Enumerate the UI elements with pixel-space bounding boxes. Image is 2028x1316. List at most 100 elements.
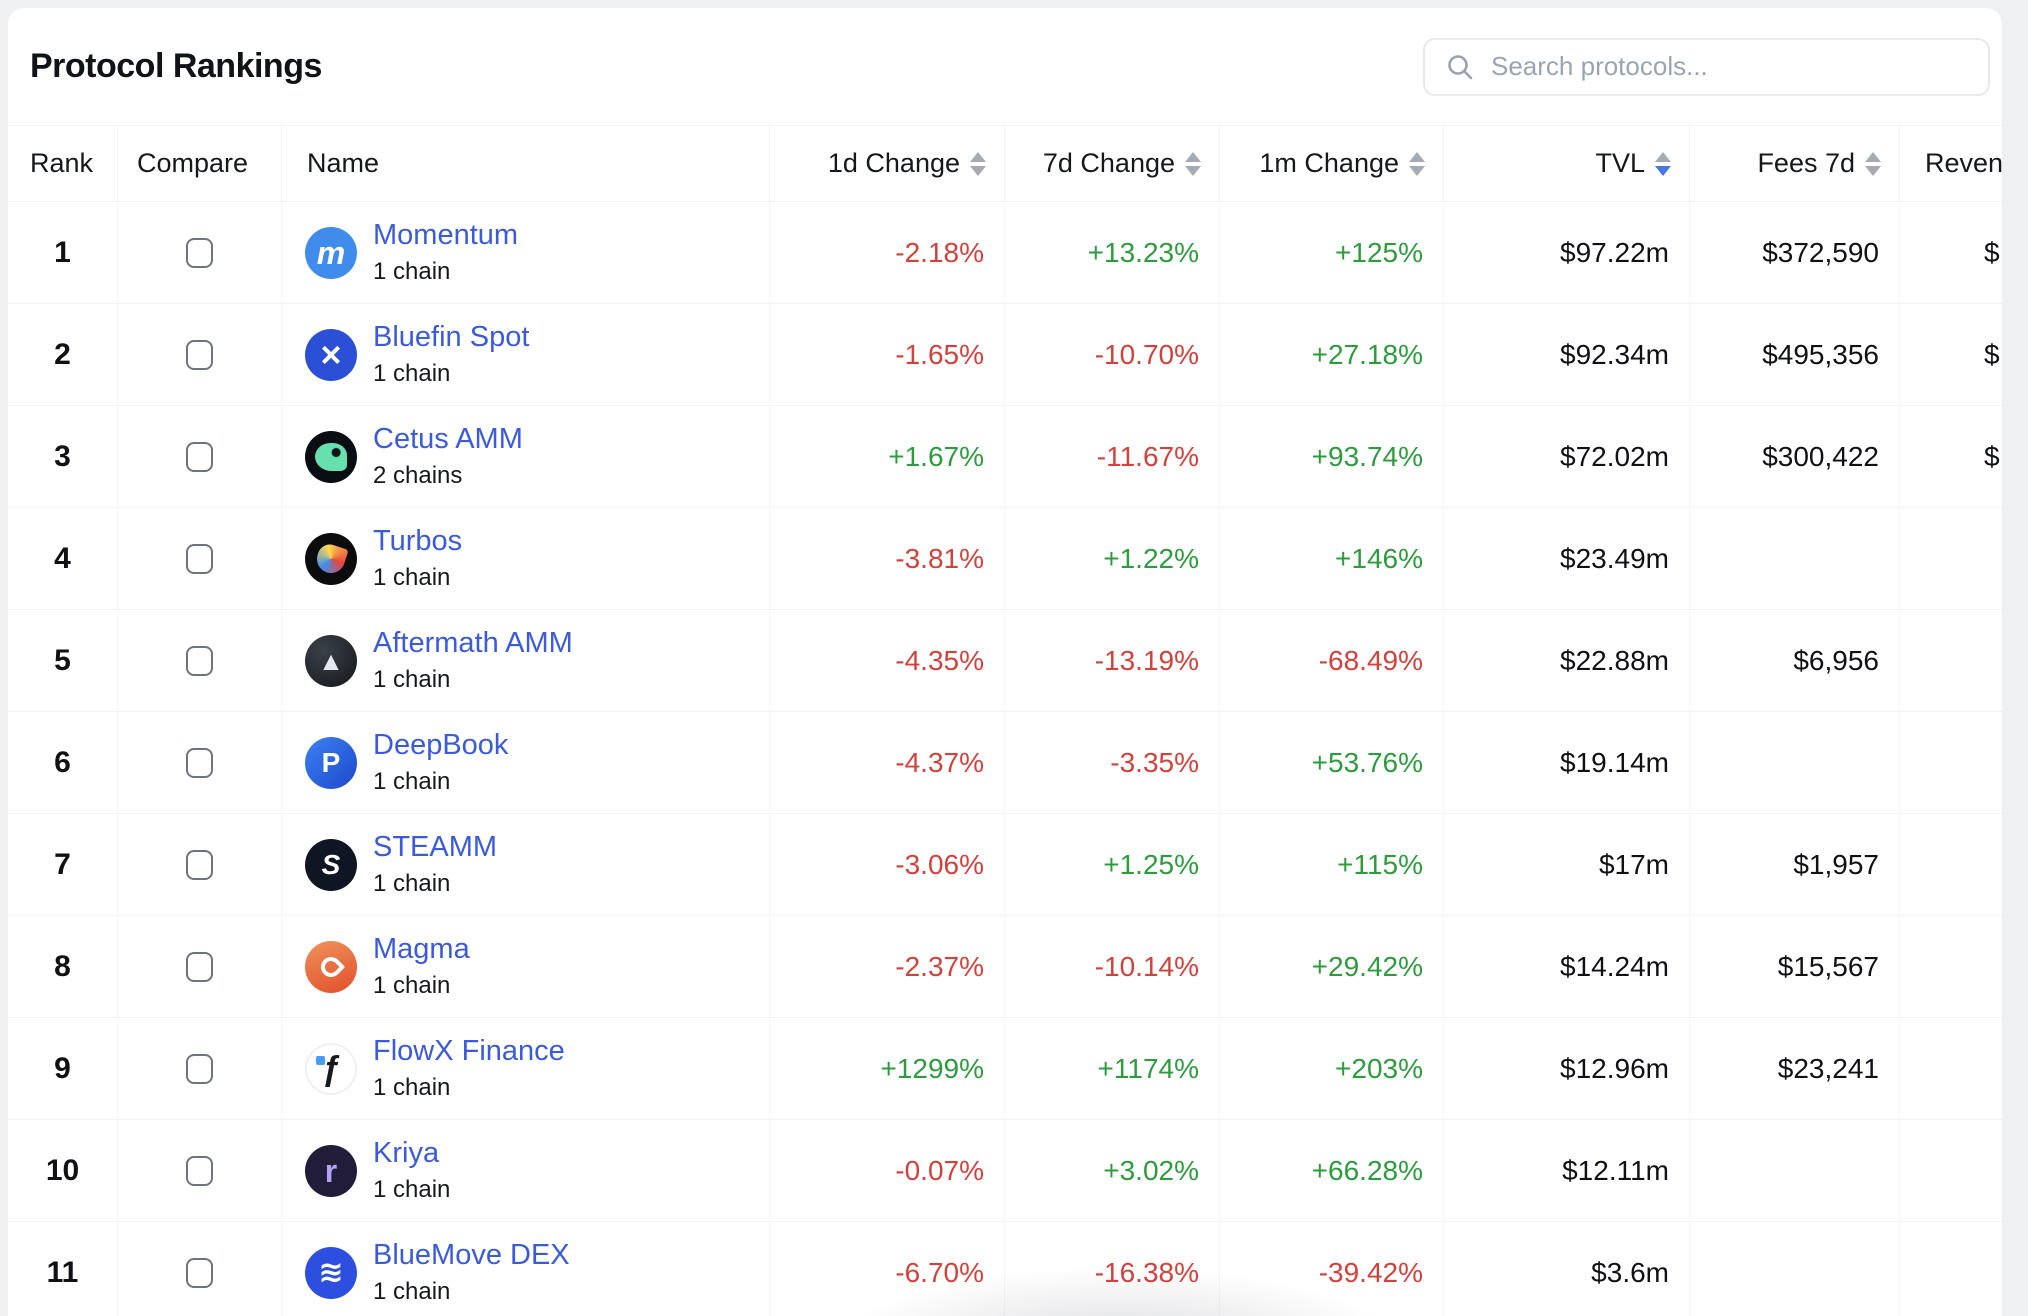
rank-cell: 1 xyxy=(8,202,118,303)
change-1m-cell: +66.28% xyxy=(1220,1120,1444,1221)
column-header-change_1d[interactable]: 1d Change xyxy=(770,126,1005,201)
protocol-name-link[interactable]: Momentum xyxy=(373,219,519,251)
name-cell: P DeepBook 1 chain xyxy=(282,712,770,813)
column-label: 7d Change xyxy=(1042,148,1175,178)
rank-cell: 4 xyxy=(8,508,118,609)
protocol-name-link[interactable]: Turbos xyxy=(373,525,463,557)
protocol-name-link[interactable]: STEAMM xyxy=(373,831,498,863)
change-1d-cell: -2.18% xyxy=(770,202,1005,303)
rank-cell: 5 xyxy=(8,610,118,711)
change-7d-cell: +1.25% xyxy=(1005,814,1220,915)
column-header-change_7d[interactable]: 7d Change xyxy=(1005,126,1220,201)
change-1d-cell: +1.67% xyxy=(770,406,1005,507)
change-1d-cell: -3.81% xyxy=(770,508,1005,609)
change-1m-cell: -39.42% xyxy=(1220,1222,1444,1316)
compare-checkbox[interactable] xyxy=(186,543,213,574)
revenue-cell xyxy=(1900,712,2002,813)
tvl-cell: $23.49m xyxy=(1444,508,1690,609)
protocol-chains: 1 chain xyxy=(373,1176,451,1203)
protocol-name-link[interactable]: Aftermath AMM xyxy=(373,627,573,659)
compare-cell xyxy=(118,1120,282,1221)
protocol-chains: 1 chain xyxy=(373,768,451,795)
tvl-cell: $19.14m xyxy=(1444,712,1690,813)
fees-7d-cell xyxy=(1690,712,1900,813)
protocol-name-link[interactable]: DeepBook xyxy=(373,729,509,761)
column-header-revenue[interactable]: Revenue xyxy=(1900,126,2002,201)
column-header-fees_7d[interactable]: Fees 7d xyxy=(1690,126,1900,201)
table-header-row: Rank Compare Name 1d Change 7d Change 1m… xyxy=(8,125,2002,202)
protocol-name-link[interactable]: Kriya xyxy=(373,1137,440,1169)
column-header-compare[interactable]: Compare xyxy=(118,126,282,201)
compare-checkbox[interactable] xyxy=(186,1053,213,1084)
compare-checkbox[interactable] xyxy=(186,645,213,676)
name-stack: Aftermath AMM 1 chain xyxy=(373,627,573,694)
change-1m-cell: +93.74% xyxy=(1220,406,1444,507)
search-icon xyxy=(1448,54,1473,79)
momentum-icon: m xyxy=(305,226,357,279)
revenue-cell xyxy=(1900,814,2002,915)
protocol-name-link[interactable]: Cetus AMM xyxy=(373,423,523,455)
change-7d-cell: -10.14% xyxy=(1005,916,1220,1017)
rank-cell: 11 xyxy=(8,1222,118,1316)
change-7d-cell: +1174% xyxy=(1005,1018,1220,1119)
compare-checkbox[interactable] xyxy=(186,1257,213,1288)
name-cell: Cetus AMM 2 chains xyxy=(282,406,770,507)
change-7d-cell: -16.38% xyxy=(1005,1222,1220,1316)
name-cell: × Bluefin Spot 1 chain xyxy=(282,304,770,405)
topbar: Protocol Rankings xyxy=(8,8,2002,125)
compare-checkbox[interactable] xyxy=(186,849,213,880)
protocol-chains: 2 chains xyxy=(373,462,463,489)
name-stack: FlowX Finance 1 chain xyxy=(373,1035,565,1102)
fees-7d-cell xyxy=(1690,1222,1900,1316)
column-header-change_1m[interactable]: 1m Change xyxy=(1220,126,1444,201)
fees-7d-cell: $6,956 xyxy=(1690,610,1900,711)
name-stack: BlueMove DEX 1 chain xyxy=(373,1239,570,1306)
revenue-cell xyxy=(1900,1018,2002,1119)
change-7d-cell: -13.19% xyxy=(1005,610,1220,711)
revenue-cell xyxy=(1900,508,2002,609)
column-header-name[interactable]: Name xyxy=(282,126,770,201)
protocol-name-link[interactable]: Bluefin Spot xyxy=(373,321,530,353)
fees-7d-cell: $372,590 xyxy=(1690,202,1900,303)
fees-7d-cell xyxy=(1690,1120,1900,1221)
search-input[interactable] xyxy=(1489,50,1973,83)
search-box[interactable] xyxy=(1423,37,1990,96)
table-row: 4 Turbos 1 chain -3.81% +1.22% +146% $23… xyxy=(8,508,2002,610)
change-1m-cell: +203% xyxy=(1220,1018,1444,1119)
sort-icon xyxy=(1409,151,1425,176)
column-label: TVL xyxy=(1595,148,1645,178)
name-stack: STEAMM 1 chain xyxy=(373,831,497,898)
revenue-cell xyxy=(1900,1222,2002,1316)
compare-checkbox[interactable] xyxy=(186,339,213,370)
rank-value: 3 xyxy=(54,439,71,473)
compare-cell xyxy=(118,1018,282,1119)
compare-cell xyxy=(118,712,282,813)
revenue-cell xyxy=(1900,610,2002,711)
protocol-name-link[interactable]: FlowX Finance xyxy=(373,1035,565,1067)
table-row: 2 × Bluefin Spot 1 chain -1.65% -10.70% … xyxy=(8,304,2002,406)
name-stack: Turbos 1 chain xyxy=(373,525,462,592)
protocol-name-link[interactable]: BlueMove DEX xyxy=(373,1239,570,1271)
column-label: Compare xyxy=(137,148,249,178)
protocol-chains: 1 chain xyxy=(373,870,451,897)
rank-cell: 10 xyxy=(8,1120,118,1221)
change-7d-cell: +3.02% xyxy=(1005,1120,1220,1221)
change-7d-cell: -10.70% xyxy=(1005,304,1220,405)
column-label: Name xyxy=(307,148,380,178)
protocol-name-link[interactable]: Magma xyxy=(373,933,470,965)
column-header-rank[interactable]: Rank xyxy=(8,126,118,201)
sort-icon xyxy=(970,151,986,176)
table-row: 7 S STEAMM 1 chain -3.06% +1.25% +115% $… xyxy=(8,814,2002,916)
change-1d-cell: -1.65% xyxy=(770,304,1005,405)
compare-checkbox[interactable] xyxy=(186,747,213,778)
table-row: 9 ƒ FlowX Finance 1 chain +1299% +1174% … xyxy=(8,1018,2002,1120)
compare-checkbox[interactable] xyxy=(186,441,213,472)
turbos-icon xyxy=(305,532,357,585)
change-1m-cell: +53.76% xyxy=(1220,712,1444,813)
compare-checkbox[interactable] xyxy=(186,1155,213,1186)
change-1d-cell: +1299% xyxy=(770,1018,1005,1119)
revenue-cell xyxy=(1900,916,2002,1017)
compare-checkbox[interactable] xyxy=(186,951,213,982)
column-header-tvl[interactable]: TVL xyxy=(1444,126,1690,201)
compare-checkbox[interactable] xyxy=(186,237,213,268)
